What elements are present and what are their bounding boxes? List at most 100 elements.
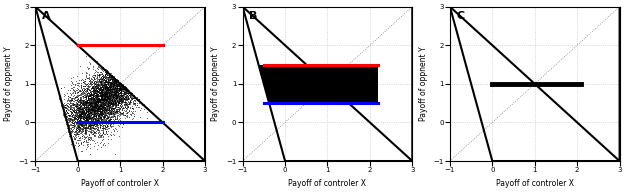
Point	[105, 103, 115, 106]
Point	[99, 94, 109, 97]
Point	[89, 107, 99, 110]
Point	[98, 87, 108, 90]
Point	[88, 106, 98, 109]
Point	[115, 86, 125, 89]
Point	[83, 124, 93, 127]
Point	[85, 109, 95, 113]
Point	[101, 79, 111, 82]
Point	[135, 116, 145, 119]
Point	[105, 94, 115, 97]
Point	[84, 114, 94, 118]
Point	[97, 119, 107, 122]
Point	[118, 89, 128, 92]
Point	[85, 100, 95, 103]
Point	[101, 117, 111, 120]
Point	[96, 113, 106, 117]
Point	[114, 87, 124, 90]
Point	[96, 95, 106, 98]
Point	[89, 105, 99, 108]
Point	[78, 114, 88, 117]
Point	[65, 114, 75, 117]
Point	[93, 125, 103, 128]
Point	[78, 79, 88, 82]
Point	[97, 89, 107, 92]
Point	[108, 96, 118, 99]
Point	[110, 76, 120, 79]
Point	[109, 99, 119, 102]
Point	[89, 103, 99, 106]
Point	[101, 81, 111, 84]
Point	[105, 83, 115, 86]
Point	[106, 76, 116, 79]
Point	[100, 127, 110, 131]
Point	[69, 86, 80, 89]
Point	[80, 101, 90, 104]
Point	[86, 123, 96, 126]
Point	[108, 96, 118, 99]
Point	[92, 100, 102, 103]
Point	[93, 71, 103, 74]
Point	[125, 99, 135, 102]
Point	[86, 92, 96, 95]
Point	[103, 79, 113, 82]
Point	[73, 95, 83, 98]
Point	[59, 103, 69, 107]
Point	[109, 83, 119, 86]
Point	[80, 130, 90, 133]
Point	[93, 98, 103, 102]
Point	[118, 123, 128, 126]
Point	[86, 87, 96, 90]
Point	[115, 101, 125, 104]
Point	[87, 104, 97, 108]
Point	[99, 117, 109, 120]
Point	[65, 101, 75, 104]
Point	[113, 101, 123, 104]
Point	[89, 104, 99, 107]
Point	[107, 106, 117, 109]
Point	[103, 98, 113, 102]
Point	[108, 95, 118, 98]
Point	[102, 108, 112, 111]
Point	[81, 110, 91, 113]
Point	[86, 113, 96, 116]
Point	[125, 94, 135, 97]
Point	[95, 104, 105, 107]
Point	[76, 104, 86, 107]
Point	[68, 110, 78, 113]
Point	[71, 115, 81, 118]
Point	[68, 102, 78, 105]
Point	[75, 102, 85, 105]
Point	[69, 121, 80, 124]
Point	[75, 115, 85, 118]
Point	[80, 113, 90, 116]
Point	[61, 115, 71, 118]
Point	[95, 117, 105, 120]
Point	[85, 121, 95, 124]
Point	[89, 98, 99, 101]
Point	[120, 102, 130, 105]
Point	[74, 120, 85, 123]
Point	[76, 122, 86, 125]
Point	[88, 66, 98, 69]
Point	[78, 110, 88, 113]
Point	[76, 122, 86, 125]
Point	[81, 115, 91, 118]
Point	[82, 107, 92, 110]
Point	[73, 120, 83, 123]
Point	[101, 105, 111, 108]
Point	[83, 105, 93, 108]
Point	[106, 113, 116, 116]
Point	[99, 98, 109, 102]
Point	[85, 93, 95, 96]
Point	[65, 98, 75, 101]
Point	[111, 100, 121, 103]
Point	[83, 120, 93, 123]
Point	[59, 110, 69, 113]
Point	[96, 94, 106, 97]
Point	[102, 100, 112, 103]
Point	[88, 109, 98, 113]
Point	[104, 81, 114, 84]
Point	[98, 101, 108, 104]
Point	[93, 78, 103, 81]
Point	[103, 97, 113, 100]
